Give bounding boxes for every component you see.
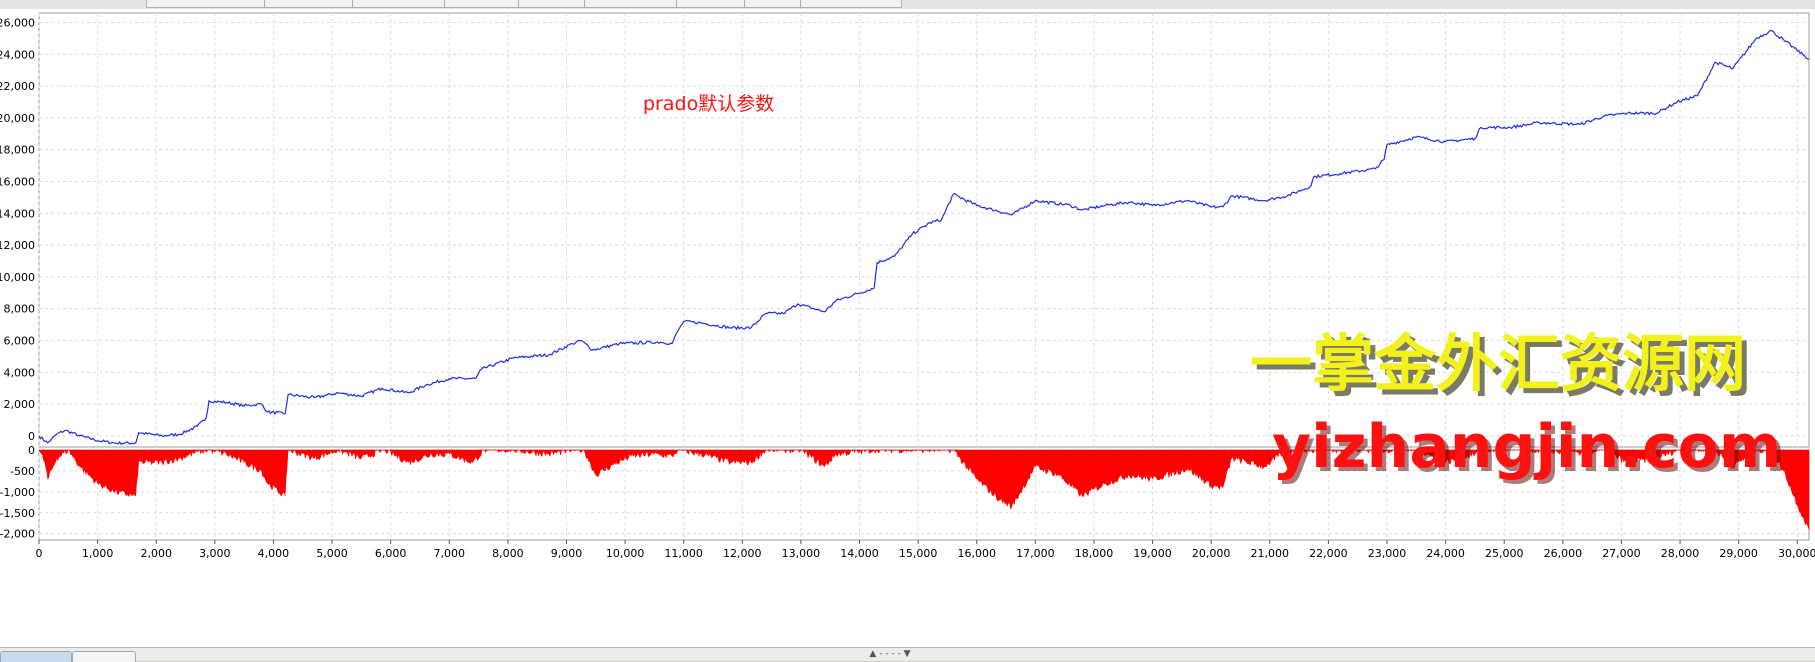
x-tick-label: 1,000 [82, 547, 114, 560]
watermark-url: yizhangjin.com [1272, 412, 1781, 482]
x-tick-label: 23,000 [1368, 547, 1407, 560]
x-tick-label: 25,000 [1485, 547, 1524, 560]
y-tick-label: -500 [10, 465, 35, 478]
status-bar: ▲ - - - - ▼ [0, 647, 1815, 661]
y-tick-label: 26,000 [0, 17, 35, 30]
toolbar-field[interactable] [352, 0, 446, 8]
toolbar-field[interactable] [264, 0, 354, 8]
backtest-chart: 0 2,000 4,000 6,000 8,000 10,000 12,000 14,000 1… [0, 9, 1815, 647]
x-tick-label: 13,000 [782, 547, 821, 560]
x-tick-label: 9,000 [551, 547, 583, 560]
y-tick-label: 20,000 [0, 112, 35, 125]
x-tick-label: 26,000 [1544, 547, 1583, 560]
x-tick-label: 5,000 [316, 547, 348, 560]
y-tick-label: 12,000 [0, 239, 35, 252]
toolbar-field[interactable] [584, 0, 678, 8]
panel-splitter[interactable]: ▲ - - - - ▼ [860, 648, 920, 660]
toolbar-field[interactable] [800, 0, 902, 8]
x-tick-label: 11,000 [664, 547, 703, 560]
toolbar-field[interactable] [444, 0, 520, 8]
y-tick-label: -1,000 [0, 486, 35, 499]
x-tick-label: 29,000 [1719, 547, 1758, 560]
x-tick-label: 17,000 [1016, 547, 1055, 560]
x-tick-label: 24,000 [1426, 547, 1465, 560]
toolbar-field[interactable] [146, 0, 266, 8]
y-tick-label: 24,000 [0, 48, 35, 61]
x-tick-label: 16,000 [957, 547, 996, 560]
x-tick-label: 30,000 [1778, 547, 1815, 560]
chart-annotation: prado默认参数 [643, 93, 774, 115]
y-tick-label: -2,000 [0, 528, 35, 541]
toolbar-field[interactable] [518, 0, 586, 8]
y-tick-label: 4,000 [4, 366, 36, 379]
x-tick-label: 14,000 [840, 547, 879, 560]
x-tick-label: 27,000 [1602, 547, 1641, 560]
tab-active[interactable] [0, 651, 72, 662]
y-tick-label: 6,000 [4, 334, 36, 347]
x-tick-label: 22,000 [1309, 547, 1348, 560]
x-tick-label: 12,000 [723, 547, 762, 560]
x-tick-label: 2,000 [140, 547, 172, 560]
x-tick-label: 6,000 [375, 547, 407, 560]
x-tick-label: 10,000 [606, 547, 645, 560]
x-tick-label: 0 [36, 547, 43, 560]
x-tick-label: 18,000 [1075, 547, 1114, 560]
toolbar-field[interactable] [676, 0, 746, 8]
x-tick-label: 7,000 [434, 547, 466, 560]
y-tick-label: 14,000 [0, 207, 35, 220]
toolbar-field[interactable] [744, 0, 802, 8]
y-tick-label: 8,000 [4, 303, 36, 316]
x-tick-label: 8,000 [492, 547, 524, 560]
y-tick-label: -1,500 [0, 507, 35, 520]
x-tick-label: 28,000 [1661, 547, 1700, 560]
y-tick-label: 22,000 [0, 80, 35, 93]
y-tick-label: 0 [28, 430, 35, 443]
x-tick-label: 4,000 [258, 547, 290, 560]
y-tick-label: 10,000 [0, 271, 35, 284]
tab-inactive[interactable] [72, 651, 136, 662]
x-tick-label: 19,000 [1133, 547, 1172, 560]
x-tick-label: 15,000 [899, 547, 938, 560]
y-tick-label: 2,000 [4, 398, 36, 411]
x-tick-label: 20,000 [1192, 547, 1231, 560]
y-tick-label: 18,000 [0, 144, 35, 157]
y-tick-label: 16,000 [0, 176, 35, 189]
x-tick-label: 3,000 [199, 547, 231, 560]
x-tick-label: 21,000 [1251, 547, 1290, 560]
watermark-title: 一掌金外汇资源网 [1250, 327, 1746, 400]
y-tick-label: 0 [28, 444, 35, 457]
